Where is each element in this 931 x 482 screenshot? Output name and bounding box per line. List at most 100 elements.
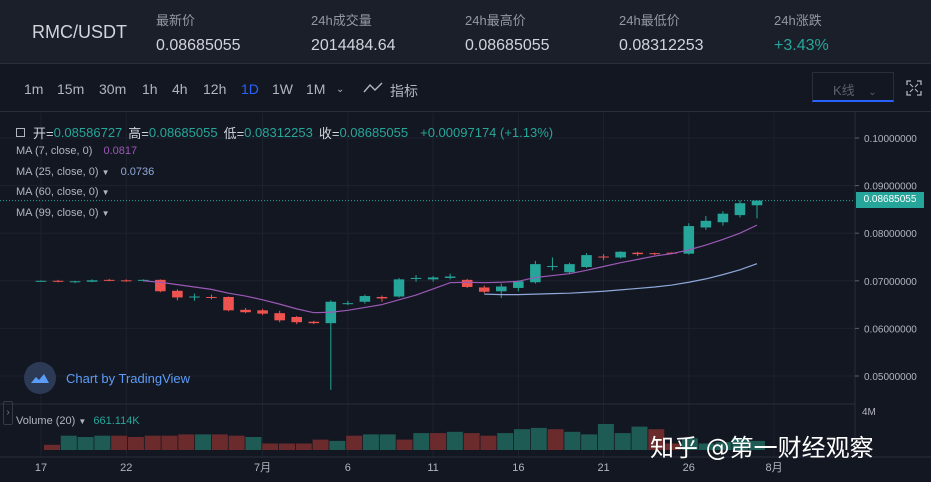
symbol-name[interactable]: RMC/USDT xyxy=(32,22,127,42)
candle xyxy=(547,257,558,271)
candle-body xyxy=(427,277,439,280)
candle-body xyxy=(291,316,302,323)
candle xyxy=(376,295,388,302)
volume-bar xyxy=(564,431,581,450)
chevron-down-icon[interactable]: ▼ xyxy=(101,168,110,177)
time-axis-tick: 17 xyxy=(35,462,47,474)
candle-body xyxy=(240,309,251,313)
stat-low: 24h最低价 0.08312253 xyxy=(619,10,704,55)
candle-body xyxy=(700,220,712,228)
volume-bar xyxy=(94,435,111,450)
candle-body xyxy=(86,280,98,282)
volume-bar xyxy=(329,440,346,450)
tradingview-badge[interactable]: Chart by TradingView xyxy=(24,362,190,394)
time-axis-tick: 11 xyxy=(427,462,438,474)
interval-15m[interactable]: 15m xyxy=(57,81,85,97)
volume-bar xyxy=(77,437,94,450)
last-price-label: 0.08685055 xyxy=(856,192,924,208)
ma7-legend[interactable]: MA (7, close, 0) 0.0817 xyxy=(16,145,137,157)
interval-1m-month[interactable]: 1M xyxy=(306,81,326,97)
volume-bar xyxy=(631,426,648,450)
candle-body xyxy=(478,287,490,292)
ma25-line xyxy=(484,263,758,296)
ma60-legend[interactable]: MA (60, close, 0) ▼ xyxy=(16,186,110,198)
ma7-line xyxy=(143,224,758,314)
interval-12h[interactable]: 12h xyxy=(203,81,227,97)
time-axis-tick: 6 xyxy=(345,462,351,474)
volume-bar xyxy=(665,443,682,450)
candle-body xyxy=(155,279,166,292)
stat-volume: 24h成交量 2014484.64 xyxy=(311,10,396,55)
chevron-down-icon[interactable]: ▼ xyxy=(78,417,87,426)
volume-bar xyxy=(698,443,715,450)
candle xyxy=(700,216,712,230)
candle xyxy=(86,279,98,283)
chevron-down-icon[interactable]: ▼ xyxy=(101,209,110,218)
volume-bar xyxy=(379,434,396,450)
candle-body xyxy=(598,256,609,258)
candle-body xyxy=(52,280,64,282)
candle xyxy=(530,260,541,284)
candle xyxy=(257,308,268,316)
volume-bar xyxy=(497,433,514,450)
candle-body xyxy=(120,280,132,282)
price-axis-tick: 0.10000000 xyxy=(864,134,917,145)
volume-bar xyxy=(60,435,77,450)
low-label: 低= xyxy=(223,126,245,141)
candle xyxy=(35,280,47,282)
collapse-legend-icon[interactable] xyxy=(16,128,25,137)
time-axis-tick: 21 xyxy=(597,462,609,474)
stat-value: 0.08685055 xyxy=(465,37,550,54)
candle xyxy=(359,294,371,304)
stat-value: +3.43% xyxy=(774,37,829,54)
candle-body xyxy=(376,296,388,299)
fullscreen-icon[interactable] xyxy=(906,80,922,96)
volume-label: Volume (20) xyxy=(16,415,76,427)
candle xyxy=(103,278,115,282)
indicators-button[interactable]: 指标 xyxy=(390,83,418,99)
ma-value: 0.0736 xyxy=(120,166,155,178)
candle xyxy=(393,277,405,298)
interval-1m[interactable]: 1m xyxy=(24,81,44,97)
candle-body xyxy=(751,200,763,206)
volume-bar xyxy=(127,437,144,450)
interval-1d[interactable]: 1D xyxy=(241,81,259,97)
stat-label: 24h最高价 xyxy=(465,13,526,28)
volume-bar xyxy=(312,439,329,450)
price-axis-tick: 0.05000000 xyxy=(864,372,917,383)
volume-bar xyxy=(614,433,631,450)
interval-1w[interactable]: 1W xyxy=(272,81,293,97)
ohlc-legend: 开= 0.08586727 高= 0.08685055 低= 0.08312253 收… xyxy=(16,123,553,142)
indicators-icon[interactable] xyxy=(363,81,383,95)
volume-bar xyxy=(530,427,547,450)
interval-1h[interactable]: 1h xyxy=(142,81,158,97)
candle-body xyxy=(547,266,558,268)
stat-change: 24h涨跌 +3.43% xyxy=(774,10,829,55)
ma25-legend[interactable]: MA (25, close, 0) ▼ 0.0736 xyxy=(16,166,154,178)
candle-body xyxy=(513,281,524,288)
ma99-legend[interactable]: MA (99, close, 0) ▼ xyxy=(16,207,110,219)
candle-body xyxy=(138,279,149,281)
side-panel-toggle[interactable]: › xyxy=(3,401,13,425)
candle-body xyxy=(69,281,81,283)
candle xyxy=(69,280,81,284)
chart-type-select[interactable]: K线 ⌄ xyxy=(812,72,894,102)
volume-bar xyxy=(514,429,530,450)
volume-bar xyxy=(597,424,614,450)
volume-bar xyxy=(295,443,312,450)
interval-30m[interactable]: 30m xyxy=(99,81,127,97)
stat-last-price: 最新价 0.08685055 xyxy=(156,10,241,55)
chevron-down-icon[interactable]: ▼ xyxy=(101,188,110,197)
volume-bar xyxy=(396,439,413,450)
volume-bar xyxy=(749,440,765,450)
ma-label: MA (25, close, 0) xyxy=(16,166,99,178)
stat-label: 24h最低价 xyxy=(619,13,680,28)
chart-toolbar: 1m 15m 30m 1h 4h 12h 1D 1W 1M ⌄ 指标 xyxy=(0,64,931,112)
volume-legend[interactable]: Volume (20) ▼ 661.114K xyxy=(16,415,140,427)
chevron-down-icon[interactable]: ⌄ xyxy=(336,84,345,95)
price-axis-tick: 0.09000000 xyxy=(864,182,917,193)
volume-bar xyxy=(262,443,279,450)
interval-4h[interactable]: 4h xyxy=(172,81,188,97)
time-axis-tick: 22 xyxy=(120,462,132,474)
